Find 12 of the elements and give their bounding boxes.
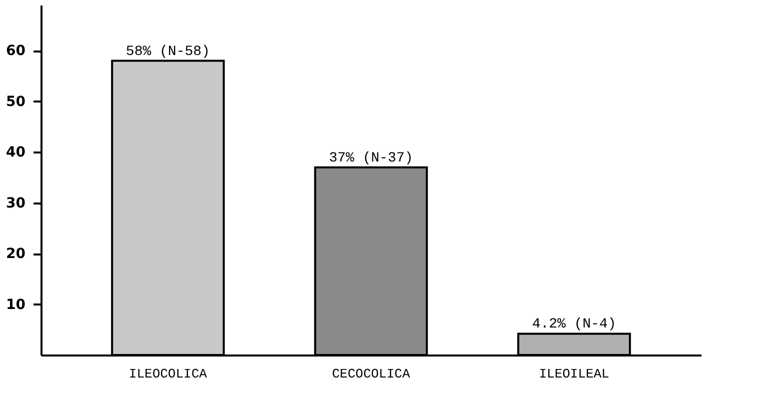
y-tick-label: 40	[6, 144, 26, 161]
data-label: 58% (N-58)	[126, 44, 210, 60]
data-label: 37% (N-37)	[328, 150, 414, 166]
y-tick-label: 50	[6, 94, 26, 110]
x-tick-label: CECOCOLICA	[332, 366, 410, 382]
y-tick-label: 20	[6, 246, 26, 262]
y-tick-label: 10	[6, 296, 26, 313]
x-tick-label: ILEOCOLICA	[128, 366, 208, 382]
y-tick-label: 60	[6, 43, 26, 60]
data-label: 4.2% (N-4)	[532, 316, 616, 333]
y-tick-label: 30	[6, 195, 26, 212]
x-tick-label: ILEOILEAL	[538, 366, 610, 382]
